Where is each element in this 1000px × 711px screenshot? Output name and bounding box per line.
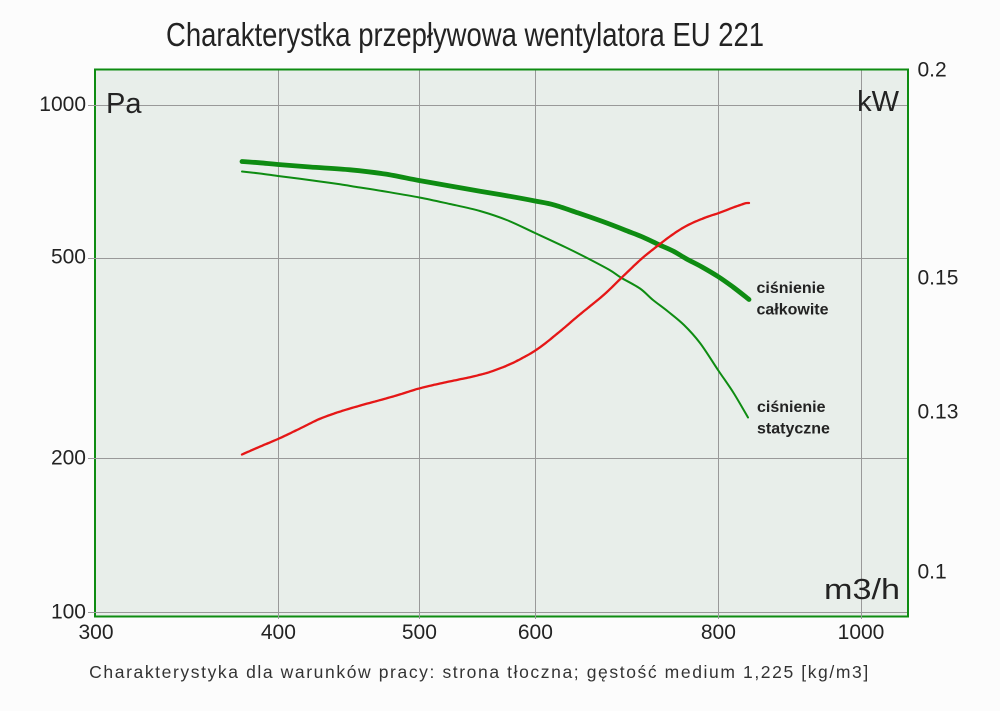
svg-text:ciśnienie: ciśnienie — [757, 399, 826, 416]
svg-text:0.1: 0.1 — [918, 561, 947, 584]
svg-text:0.2: 0.2 — [918, 59, 947, 82]
svg-text:200: 200 — [51, 447, 86, 470]
svg-text:całkowite: całkowite — [757, 302, 829, 319]
svg-text:statyczne: statyczne — [757, 421, 830, 438]
svg-text:ciśnienie: ciśnienie — [757, 280, 826, 297]
svg-text:500: 500 — [402, 621, 437, 644]
svg-text:800: 800 — [701, 621, 736, 644]
svg-text:0.15: 0.15 — [918, 267, 959, 290]
svg-text:Charakterystka przepływowa wen: Charakterystka przepływowa wentylatora E… — [166, 16, 764, 53]
svg-text:300: 300 — [78, 621, 113, 644]
svg-text:1000: 1000 — [838, 621, 885, 644]
svg-text:100: 100 — [51, 601, 86, 624]
svg-text:Charakterystyka dla warunków p: Charakterystyka dla warunków pracy: stro… — [89, 662, 870, 682]
svg-text:400: 400 — [261, 621, 296, 644]
svg-text:Pa: Pa — [106, 88, 142, 120]
svg-text:500: 500 — [51, 246, 86, 269]
svg-text:1000: 1000 — [39, 93, 86, 116]
svg-text:kW: kW — [857, 86, 900, 118]
svg-text:m3/h: m3/h — [824, 574, 900, 606]
svg-text:600: 600 — [518, 621, 553, 644]
svg-text:0.13: 0.13 — [918, 401, 959, 424]
